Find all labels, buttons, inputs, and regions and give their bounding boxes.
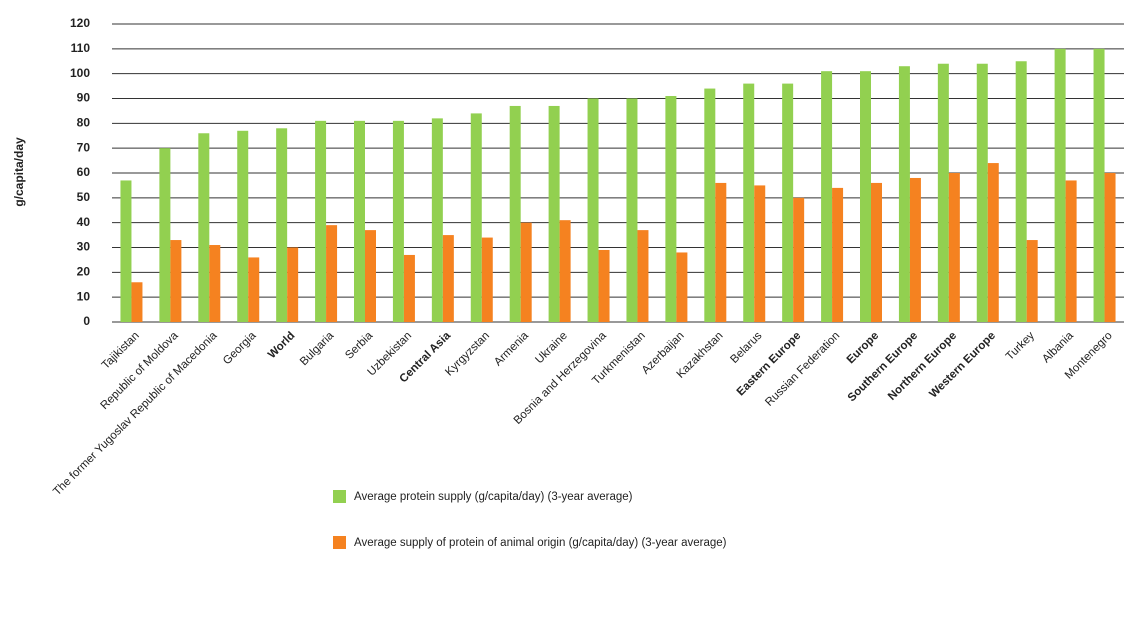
x-tick-label: Republic of Moldova <box>98 329 181 412</box>
bar <box>987 163 999 322</box>
bar <box>1026 240 1038 322</box>
y-tick-label: 60 <box>77 165 91 179</box>
bar <box>198 133 210 322</box>
x-tick-label: Turkey <box>1004 330 1037 363</box>
y-tick-label: 100 <box>70 66 90 80</box>
bar <box>948 173 960 322</box>
y-tick-label: 110 <box>71 41 91 55</box>
bar <box>287 247 299 322</box>
bar <box>131 282 143 322</box>
bar <box>1065 180 1077 322</box>
bar <box>120 180 132 322</box>
legend-label: Average protein supply (g/capita/day) (3… <box>354 491 633 503</box>
bar <box>276 128 288 322</box>
bar <box>676 252 688 322</box>
x-tick-label: Western Europe <box>927 330 998 401</box>
bar <box>782 83 794 322</box>
bar <box>1093 48 1105 322</box>
x-tick-label: Northern Europe <box>886 330 959 403</box>
bar <box>637 230 649 322</box>
y-tick-label: 70 <box>77 140 91 154</box>
x-tick-label: Georgia <box>221 329 259 367</box>
bar <box>754 185 766 322</box>
bar <box>392 120 404 322</box>
bar <box>548 105 560 322</box>
x-tick-label: Europe <box>845 330 882 367</box>
y-tick-label: 40 <box>77 215 91 229</box>
bar <box>237 130 249 322</box>
bar <box>470 113 482 323</box>
bar <box>354 120 365 322</box>
bar <box>403 254 415 322</box>
x-tick-label: Southern Europe <box>846 330 920 404</box>
x-tick-label: Bulgaria <box>298 329 337 368</box>
bar <box>860 71 871 322</box>
y-tick-label: 120 <box>70 16 90 30</box>
bar <box>976 63 988 322</box>
bar <box>793 197 805 322</box>
bar <box>832 187 844 322</box>
bar <box>1015 61 1027 322</box>
bar <box>898 66 910 322</box>
bar <box>821 71 833 322</box>
bar <box>704 88 716 322</box>
legend-label: Average supply of protein of animal orig… <box>354 537 727 549</box>
bar <box>626 98 638 322</box>
x-tick-label: The former Yugoslav Republic of Macedoni… <box>51 329 220 498</box>
x-tick-label: Ukraine <box>533 330 570 367</box>
y-axis-label: g/capita/day <box>12 137 26 207</box>
x-tick-label: Serbia <box>343 329 375 361</box>
x-tick-label: Belarus <box>728 330 764 366</box>
y-tick-label: 50 <box>77 190 91 204</box>
bar <box>248 257 260 322</box>
y-tick-label: 80 <box>77 116 91 130</box>
bar <box>909 177 921 322</box>
bar <box>715 182 727 322</box>
y-tick-label: 90 <box>77 91 91 105</box>
bar <box>559 220 571 322</box>
bar <box>431 118 443 322</box>
bar <box>481 237 493 322</box>
bar <box>871 182 882 322</box>
y-tick-label: 0 <box>83 314 90 328</box>
bar <box>937 63 949 322</box>
bar <box>159 148 171 322</box>
bar <box>365 230 376 322</box>
bar <box>665 96 677 323</box>
y-tick-label: 10 <box>77 289 91 303</box>
y-tick-label: 20 <box>77 265 91 279</box>
bar <box>170 240 182 322</box>
bar <box>598 249 610 322</box>
legend-swatch <box>333 536 346 549</box>
x-tick-label: Armenia <box>492 329 531 368</box>
bar <box>509 105 521 322</box>
legend-swatch <box>333 490 346 503</box>
y-tick-label: 30 <box>77 240 91 254</box>
x-tick-label: Russian Federation <box>763 330 842 409</box>
bar <box>442 235 454 322</box>
bar <box>326 225 338 322</box>
bar <box>520 222 532 322</box>
bar <box>1054 48 1066 322</box>
bar <box>315 120 327 322</box>
bar <box>1104 173 1116 322</box>
x-tick-label: Albania <box>1040 329 1076 365</box>
bar <box>587 98 599 322</box>
x-tick-label: World <box>266 330 297 361</box>
bar <box>743 83 755 322</box>
bar <box>209 245 221 322</box>
